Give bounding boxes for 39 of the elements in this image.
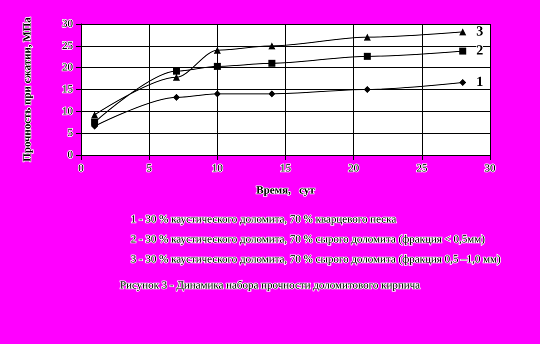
point bbox=[214, 62, 221, 70]
y-tick-label: 25 bbox=[62, 40, 74, 52]
point bbox=[91, 118, 98, 126]
point bbox=[172, 94, 180, 101]
point bbox=[459, 48, 466, 55]
x-tick-label: 0 bbox=[78, 162, 84, 174]
point bbox=[459, 79, 466, 86]
point bbox=[172, 68, 180, 75]
point bbox=[364, 52, 371, 60]
point bbox=[268, 90, 276, 98]
x-axis-title: Время, сут bbox=[256, 184, 316, 196]
point bbox=[364, 86, 371, 93]
y-tick-label: 15 bbox=[62, 84, 74, 96]
series-label: 3 bbox=[476, 24, 484, 40]
series-label: 1 bbox=[476, 75, 484, 90]
x-tick-label: 25 bbox=[416, 162, 428, 174]
x-tick-label: 10 bbox=[212, 162, 224, 174]
y-axis-title: Прочность при сжатии, МПа bbox=[22, 16, 34, 162]
text: Рисунок 3 - Динамика набора прочности доломитового кирпича bbox=[120, 279, 420, 292]
y-tick-label: 10 bbox=[62, 105, 74, 118]
point bbox=[214, 90, 221, 98]
point bbox=[268, 42, 276, 50]
point bbox=[459, 28, 466, 36]
text: 2 - 30 % каустического доломита, 70 % сырого доломита (фракция < 0,5мм) bbox=[130, 233, 486, 246]
point bbox=[364, 34, 371, 41]
point bbox=[91, 111, 98, 118]
text: 3 - 30 % каустического доломита, 70 % сырого доломита (фракция 0,5 –1,0 мм) bbox=[130, 253, 501, 266]
y-tick-label: 30 bbox=[62, 18, 74, 30]
x-tick-label: 20 bbox=[348, 162, 360, 174]
point bbox=[172, 74, 180, 81]
point bbox=[268, 60, 276, 67]
text: 1 - 30 % каустического доломита, 70 % кварцевого песка bbox=[130, 213, 396, 226]
y-tick-label: 5 bbox=[68, 127, 74, 140]
x-tick-label: 15 bbox=[280, 162, 292, 174]
x-tick-label: 30 bbox=[484, 162, 496, 174]
y-tick-label: 0 bbox=[68, 149, 74, 161]
y-tick-label: 20 bbox=[62, 62, 74, 74]
x-tick-label: 5 bbox=[146, 162, 152, 174]
point bbox=[214, 46, 221, 54]
